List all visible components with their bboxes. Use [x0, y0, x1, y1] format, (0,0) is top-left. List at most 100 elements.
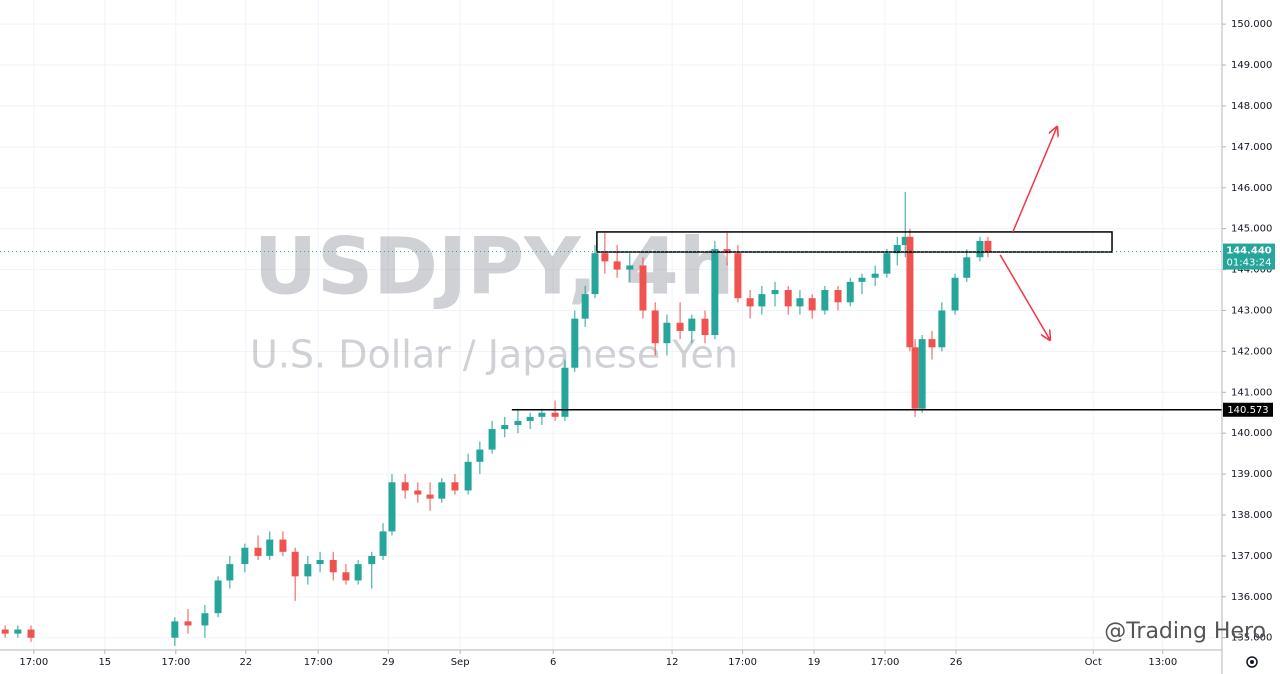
y-tick-label: 149.000 [1231, 60, 1272, 71]
candle-body [266, 539, 274, 556]
support-price-label: 140.573 [1227, 405, 1268, 416]
gear[interactable] [1246, 656, 1258, 668]
candle-body [771, 290, 779, 295]
y-tick-label: 139.000 [1231, 469, 1272, 480]
candle-body [701, 318, 709, 336]
candle-body [651, 310, 659, 344]
x-tick-label: Sep [451, 657, 470, 668]
candle-body [976, 240, 984, 258]
y-tick-label: 145.000 [1231, 224, 1272, 235]
x-tick-label: 26 [950, 657, 963, 668]
x-tick-label: 17:00 [19, 657, 48, 668]
candle-body [734, 253, 742, 299]
candle-body [501, 425, 509, 430]
candle-body [711, 249, 719, 336]
candle-body [401, 482, 409, 491]
watermark-title: USDJPY, 4h [254, 222, 735, 312]
y-tick-label: 135.000 [1231, 633, 1272, 644]
y-tick-label: 141.000 [1231, 387, 1272, 398]
candle-body [426, 494, 434, 499]
x-tick-label: Oct [1085, 657, 1102, 668]
x-tick-label: 6 [550, 657, 556, 668]
y-tick-label: 138.000 [1231, 510, 1272, 521]
y-tick-label: 146.000 [1231, 183, 1272, 194]
candle-body [858, 277, 866, 282]
y-tick-label: 147.000 [1231, 142, 1272, 153]
candle-body [883, 253, 891, 274]
x-tick-label: 29 [382, 657, 395, 668]
candle-body [438, 482, 446, 499]
candle-body [808, 298, 816, 311]
candle-body [871, 273, 879, 278]
settings-icon[interactable] [1246, 656, 1258, 668]
y-tick-label: 143.000 [1231, 305, 1272, 316]
candle-body [379, 531, 387, 556]
candle-body [184, 621, 192, 626]
current-price-box [1223, 243, 1275, 270]
candle-body [291, 551, 299, 577]
candle-body [663, 322, 671, 344]
y-tick-label: 144.000 [1231, 265, 1272, 276]
candle-body [14, 629, 22, 634]
y-tick-label: 148.000 [1231, 101, 1272, 112]
candle-body [821, 290, 829, 311]
candle-body [451, 482, 459, 491]
x-tick-label: 17:00 [871, 657, 900, 668]
x-tick-label: 19 [808, 657, 821, 668]
candle-body [911, 347, 919, 409]
candle-body [928, 339, 936, 348]
countdown-label: 01:43:24 [1227, 258, 1272, 269]
candle-body [388, 482, 396, 532]
candle-body [354, 564, 362, 581]
candle-body [796, 298, 804, 307]
y-tick-label: 136.000 [1231, 592, 1272, 603]
candle-body [901, 236, 909, 246]
y-tick-label: 150.000 [1231, 19, 1272, 30]
candle-body [893, 245, 901, 254]
brand-watermark: @Trading Hero [1104, 619, 1266, 644]
candle-body [601, 253, 609, 262]
candle-body [514, 420, 522, 426]
candle-body [746, 298, 754, 307]
candle-body [316, 560, 324, 565]
current-price-label: 144.440 [1226, 246, 1272, 257]
candle-body [846, 281, 854, 303]
candle-body [368, 555, 376, 565]
y-tick-label: 142.000 [1231, 346, 1272, 357]
candle-body [476, 449, 484, 462]
x-tick-label: 15 [98, 657, 111, 668]
resistance-zone [596, 231, 1113, 253]
arrow [999, 254, 1050, 340]
candle-body [1, 629, 9, 634]
candle-body [626, 265, 634, 270]
candle-body [488, 429, 496, 450]
candle-body [526, 416, 534, 421]
candle-body [984, 240, 992, 252]
y-tick-label: 137.000 [1231, 551, 1272, 562]
gear-center[interactable] [1250, 660, 1254, 664]
candle-body [551, 412, 559, 417]
candle-body [834, 290, 842, 303]
candle-body [581, 294, 589, 319]
candle-body [414, 490, 422, 495]
candle-body [342, 572, 350, 581]
candle-body [951, 277, 959, 311]
candle-body [938, 310, 946, 348]
candle-body [201, 613, 209, 626]
candle-body [676, 322, 684, 331]
candle-body [254, 547, 262, 556]
candle-body [613, 261, 621, 270]
candle-body [304, 564, 312, 577]
x-tick-label: 17:00 [728, 657, 757, 668]
candle-body [561, 367, 569, 417]
candle-body [214, 580, 222, 614]
x-tick-label: 17:00 [304, 657, 333, 668]
support-price-box [1223, 402, 1273, 417]
x-tick-label: 17:00 [161, 657, 190, 668]
candle-body [538, 412, 546, 417]
candle-body [723, 249, 731, 254]
candle-body [591, 253, 599, 295]
candle-body [571, 318, 579, 368]
